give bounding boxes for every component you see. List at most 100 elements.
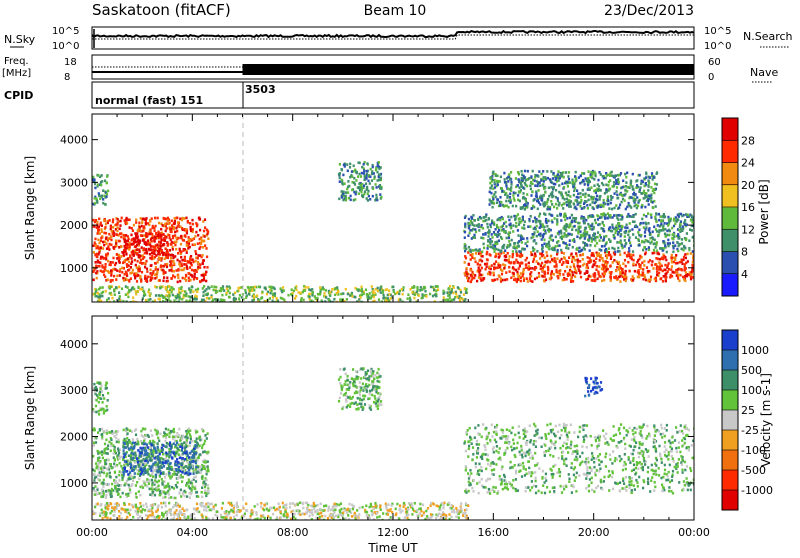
power-cell [534, 179, 536, 182]
power-cell [166, 256, 168, 259]
power-cell [168, 291, 170, 294]
power-cell [102, 286, 104, 289]
power-cell [510, 226, 512, 229]
power-cell [586, 271, 588, 274]
power-cell [167, 251, 169, 254]
power-cell [530, 215, 532, 218]
power-cell [641, 206, 643, 209]
power-cell [635, 186, 637, 189]
power-cell [502, 247, 504, 250]
power-cell [93, 270, 95, 273]
power-cell [522, 216, 524, 219]
power-cell [601, 268, 603, 271]
power-cell [658, 219, 660, 222]
power-cell [577, 265, 579, 268]
power-cell [465, 248, 467, 251]
power-cell [515, 250, 517, 253]
power-cell [688, 239, 690, 242]
power-cell [599, 189, 601, 192]
power-cell [653, 188, 655, 191]
power-cell [205, 247, 207, 250]
power-cell [558, 191, 560, 194]
power-cell [629, 242, 631, 245]
power-cell [619, 280, 621, 283]
power-cell [600, 204, 602, 207]
velocity-cell [204, 486, 206, 489]
power-cell [173, 288, 175, 291]
power-cell [515, 259, 517, 262]
power-cell [507, 252, 509, 255]
power-cell [628, 253, 630, 256]
power-cell [605, 248, 607, 251]
power-cell [501, 190, 503, 193]
power-cell [135, 290, 137, 293]
power-cell [163, 276, 165, 279]
power-cell [618, 214, 620, 217]
power-cell [656, 241, 658, 244]
power-cell [506, 278, 508, 281]
power-cell [143, 256, 145, 259]
power-cell [577, 222, 579, 225]
power-cell [687, 253, 689, 256]
power-cell [157, 217, 159, 220]
power-cell [574, 259, 576, 262]
power-cell [543, 213, 545, 216]
power-cell [103, 195, 105, 198]
power-cell [269, 292, 271, 295]
power-cell [105, 290, 107, 293]
power-cell [579, 237, 581, 240]
power-cell [171, 291, 173, 294]
power-cell [380, 286, 382, 289]
power-cell [629, 205, 631, 208]
beam-title: Beam 10 [364, 3, 427, 19]
power-cell [483, 243, 485, 246]
power-cell [281, 297, 283, 300]
power-cell [504, 178, 506, 181]
power-cell [464, 261, 466, 264]
power-cell [555, 189, 557, 192]
power-cell [571, 214, 573, 217]
power-cell [518, 250, 520, 253]
power-cell [101, 230, 103, 233]
power-cell [112, 246, 114, 249]
power-cell [532, 170, 534, 173]
power-cell [650, 278, 652, 281]
power-cell [173, 226, 175, 229]
power-cell [604, 245, 606, 248]
power-cell [643, 197, 645, 200]
power-cell [677, 233, 679, 236]
power-cell [223, 289, 225, 292]
power-cell [472, 277, 474, 280]
power-cell [152, 225, 154, 228]
power-cell [565, 235, 567, 238]
power-cell [354, 296, 356, 299]
power-cell [594, 279, 596, 282]
power-cell [197, 288, 199, 291]
power-cell [517, 194, 519, 197]
power-cell [208, 297, 210, 300]
power-cell [600, 216, 602, 219]
power-cell [186, 251, 188, 254]
power-cell [551, 196, 553, 199]
power-cell [379, 173, 381, 176]
power-cell [590, 237, 592, 240]
power-cell [591, 228, 593, 231]
power-cell [672, 238, 674, 241]
power-cell [480, 274, 482, 277]
power-cell [351, 170, 353, 173]
power-cell [613, 207, 615, 210]
velocity-cell [93, 479, 95, 482]
power-cell [650, 213, 652, 216]
velocity-cell [106, 468, 108, 471]
power-cell [548, 230, 550, 233]
nsky-label: N.Sky [4, 33, 36, 46]
power-cell [517, 229, 519, 232]
power-cell [611, 224, 613, 227]
power-cell [372, 195, 374, 198]
power-cell [610, 256, 612, 259]
power-cell [344, 182, 346, 185]
velocity-cell [113, 463, 115, 466]
velocity-cell [105, 475, 107, 478]
power-cell [417, 287, 419, 290]
power-cell [647, 198, 649, 201]
